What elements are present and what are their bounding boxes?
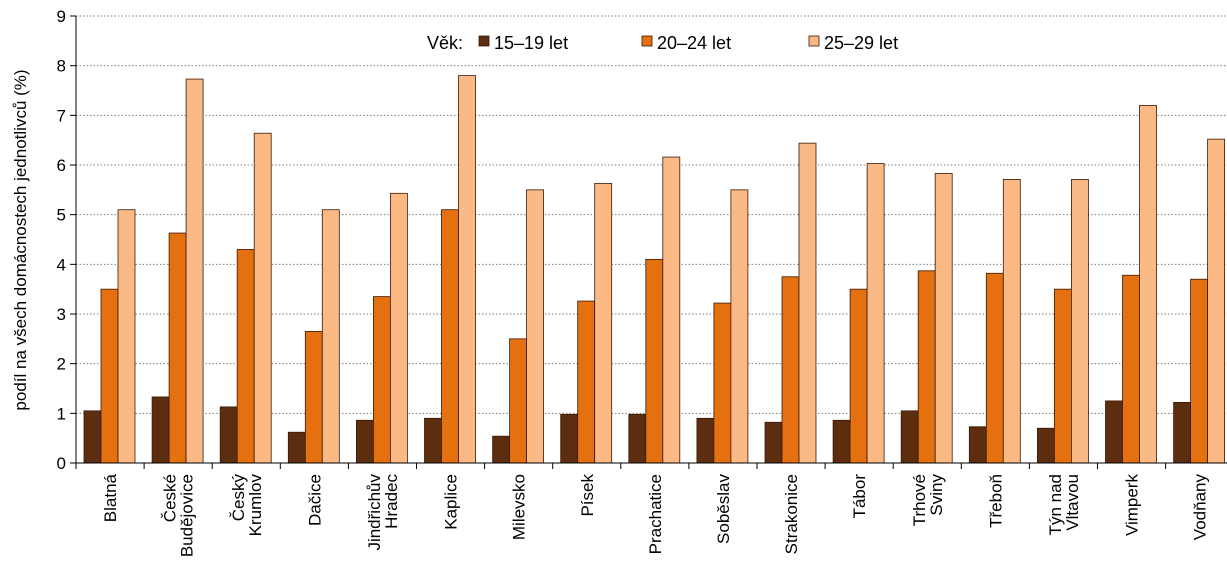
bar-2 [577, 300, 596, 464]
category-label: České [161, 474, 180, 522]
legend-swatch [808, 35, 820, 47]
axes [70, 15, 1227, 469]
category-label: Soběslav [714, 474, 733, 544]
bar-3 [389, 192, 408, 464]
bar-2 [1190, 278, 1208, 464]
y-tick-label: 6 [57, 156, 66, 175]
y-tick-label: 5 [57, 206, 66, 225]
category-label: Sviny [927, 474, 946, 516]
bar-3 [1002, 179, 1021, 464]
bar-1 [696, 417, 715, 464]
bar-1 [900, 410, 919, 464]
bar-3 [185, 78, 204, 464]
category-label: Třeboň [986, 474, 1005, 528]
bar-1 [492, 435, 511, 464]
category-label: Krumlov [246, 474, 265, 537]
category-label: Strakonice [782, 474, 801, 554]
legend-swatch [478, 35, 490, 47]
legend-label: 20–24 let [657, 33, 731, 53]
bar-2 [236, 249, 255, 464]
bar-3 [1139, 105, 1157, 464]
bar-3 [458, 75, 476, 464]
bar-1 [1173, 402, 1191, 464]
bar-3 [526, 189, 544, 464]
bar-2 [509, 338, 528, 464]
category-label: Český [229, 474, 248, 522]
bar-1 [287, 431, 306, 464]
bar-3 [662, 156, 681, 464]
category-label: Týn nad [1046, 474, 1065, 535]
bar-3 [321, 209, 340, 464]
category-label: Vodňany [1191, 474, 1210, 541]
y-tick-label: 4 [57, 255, 66, 274]
bar-1 [1037, 427, 1055, 464]
bar-3 [934, 173, 953, 464]
bar-1 [355, 419, 374, 464]
category-label: Prachatice [646, 474, 665, 554]
bar-1 [1105, 400, 1123, 464]
bar-1 [968, 426, 987, 464]
bar-3 [798, 142, 817, 464]
category-label: Kaplice [442, 474, 461, 530]
category-label: Vltavou [1063, 474, 1082, 531]
bar-3 [117, 209, 136, 464]
bar-1 [560, 413, 579, 464]
legend: Věk: 15–19 let 20–24 let 25–29 let [427, 33, 898, 53]
y-tick-label: 1 [57, 404, 66, 423]
category-label: Trhové [910, 474, 929, 526]
category-label: Budějovice [178, 474, 197, 557]
bar-1 [83, 410, 102, 464]
y-tick-label: 0 [57, 454, 66, 473]
category-label: Písek [578, 474, 597, 517]
bar-2 [917, 270, 936, 464]
y-tick-labels: 0 1 2 3 4 5 6 7 8 9 [57, 7, 66, 473]
bar-2 [372, 296, 391, 464]
y-tick-label: 8 [57, 57, 66, 76]
y-tick-label: 9 [57, 7, 66, 26]
legend-label: 15–19 let [494, 33, 568, 53]
bar-1 [628, 413, 647, 464]
bar-1 [151, 396, 170, 464]
bar-3 [1071, 179, 1089, 464]
bar-2 [985, 272, 1004, 464]
bar-2 [304, 330, 323, 464]
category-label: Milevsko [510, 474, 529, 540]
bar-2 [849, 288, 868, 464]
category-label: Vimperk [1123, 474, 1142, 537]
legend-label: 25–29 let [824, 33, 898, 53]
bar-1 [832, 419, 851, 464]
bar-3 [730, 189, 749, 464]
category-label: Hradec [382, 474, 401, 529]
bar-3 [594, 182, 613, 464]
bars [83, 75, 1225, 464]
bar-3 [253, 132, 272, 464]
y-tick-label: 7 [57, 106, 66, 125]
bar-1 [764, 421, 783, 464]
category-label: Blatná [101, 473, 120, 522]
bar-3 [1207, 138, 1225, 464]
legend-title: Věk: [427, 33, 463, 53]
category-label: Jindřichův [365, 474, 384, 551]
bar-1 [219, 406, 238, 464]
bar-2 [645, 258, 664, 464]
bar-1 [424, 417, 442, 464]
bar-2 [781, 276, 800, 464]
y-tick-label: 3 [57, 305, 66, 324]
bar-2 [1054, 288, 1072, 464]
category-label: Tábor [850, 474, 869, 519]
y-tick-label: 2 [57, 355, 66, 374]
bar-2 [1122, 274, 1140, 464]
bar-2 [441, 209, 459, 464]
legend-swatch [641, 35, 653, 47]
bar-3 [866, 163, 885, 464]
category-label: Dačice [305, 474, 324, 526]
bar-2 [100, 288, 119, 464]
y-axis-label: podíl na všech domácnostech jednotlivců … [11, 69, 30, 410]
bar-2 [168, 232, 187, 464]
bar-2 [713, 302, 732, 464]
